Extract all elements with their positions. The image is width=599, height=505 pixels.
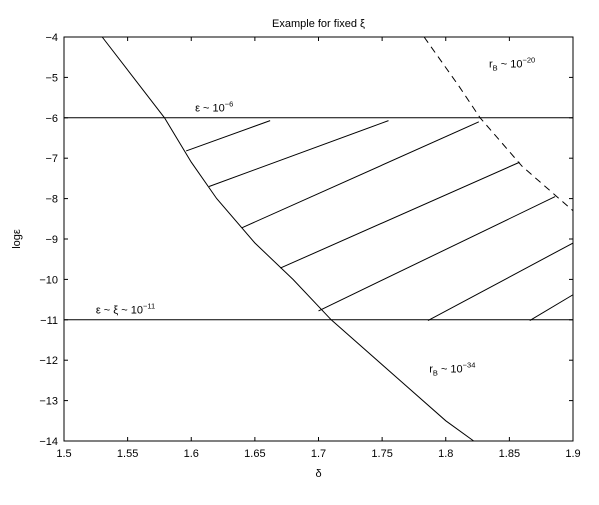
solid-boundary-curve	[101, 36, 474, 442]
annotation: ε ~ 10−6	[195, 100, 233, 115]
x-axis: 1.5 1.55 1.6 1.65 1.7 1.75 1.8 1.85 1.9	[56, 37, 581, 460]
x-axis-label: δ	[315, 468, 321, 480]
y-tick-label: −14	[39, 436, 58, 448]
hatch-line	[318, 196, 556, 312]
hatch-line	[208, 120, 389, 187]
y-tick-label: −9	[45, 234, 58, 246]
x-tick-label: 1.55	[117, 448, 138, 460]
chart-title: Example for fixed ξ	[272, 18, 365, 30]
y-tick-label: −10	[39, 274, 58, 286]
plot-content: ε ~ 10−6 ε ~ ξ ~ 10−11 rB ~ 10−20 rB ~ 10−3…	[64, 36, 574, 442]
hatch-line	[241, 121, 480, 229]
y-tick-label: −5	[45, 72, 58, 84]
hatch-line	[427, 242, 574, 322]
y-tick-label: −12	[39, 355, 58, 367]
x-tick-label: 1.85	[499, 448, 520, 460]
y-tick-label: −11	[40, 315, 58, 327]
y-tick-label: −6	[45, 113, 58, 125]
x-tick-label: 1.75	[371, 448, 392, 460]
x-tick-label: 1.6	[184, 448, 199, 460]
y-axis: −4 −5 −6 −7 −8 −9 −10 −11 −12 −13 −14	[39, 32, 573, 448]
y-tick-label: −7	[45, 153, 58, 165]
y-axis-label: logε	[11, 229, 23, 249]
x-tick-label: 1.8	[438, 448, 453, 460]
x-tick-label: 1.65	[244, 448, 265, 460]
annotation: rB ~ 10−34	[429, 360, 475, 377]
annotation: ε ~ ξ ~ 10−11	[96, 302, 155, 317]
dashed-boundary-curve	[423, 36, 574, 212]
y-tick-label: −8	[45, 194, 58, 206]
hatch-line	[280, 161, 520, 269]
hatch-line	[185, 120, 271, 152]
y-tick-label: −4	[45, 32, 58, 44]
x-tick-label: 1.5	[56, 448, 71, 460]
hatch-line	[529, 294, 574, 322]
y-tick-label: −13	[39, 396, 58, 408]
annotation: rB ~ 10−20	[489, 55, 535, 72]
x-tick-label: 1.9	[565, 448, 580, 460]
x-tick-label: 1.7	[311, 448, 326, 460]
